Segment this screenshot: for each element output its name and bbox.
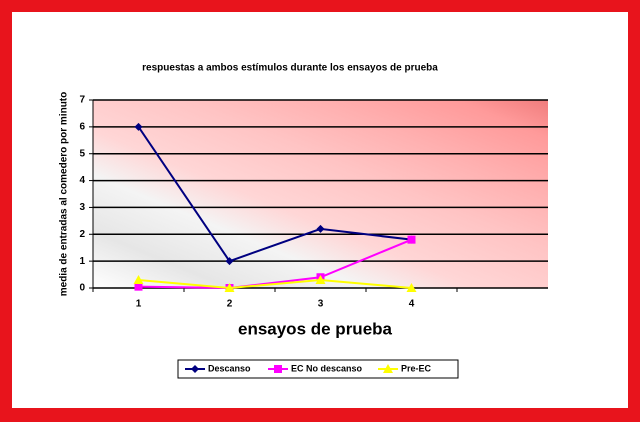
x-tick-label: 3 [318, 299, 324, 310]
legend-marker [383, 364, 393, 373]
legend-label: Descanso [208, 363, 251, 373]
data-point [133, 274, 144, 284]
data-point [406, 283, 417, 292]
y-tick-label: 7 [79, 95, 85, 106]
data-point [315, 274, 326, 284]
legend-label: Pre-EC [401, 363, 432, 373]
y-tick-label: 5 [79, 148, 85, 159]
x-tick-label: 4 [409, 299, 415, 310]
y-tick-label: 6 [79, 121, 85, 132]
series-line [138, 238, 412, 290]
data-point [224, 283, 235, 292]
y-tick-label: 0 [79, 283, 85, 294]
plot-area [93, 100, 548, 288]
data-point [134, 282, 143, 291]
series-line [138, 278, 412, 290]
legend-marker [191, 365, 199, 373]
y-tick-label: 2 [79, 229, 85, 240]
legend-marker [274, 365, 282, 373]
x-axis-label: ensayos de prueba [238, 319, 393, 338]
data-point [134, 122, 143, 131]
data-point [225, 257, 234, 266]
legend-label: EC No descanso [291, 363, 363, 373]
series-line [137, 126, 412, 263]
chart-title: respuestas a ambos estímulos durante los… [142, 63, 438, 74]
data-point [407, 235, 416, 244]
x-tick-label: 1 [136, 299, 142, 310]
y-tick-label: 3 [79, 202, 85, 213]
data-point [316, 224, 325, 233]
y-tick-label: 1 [79, 256, 85, 267]
y-tick-label: 4 [79, 175, 85, 186]
y-axis-label: media de entradas al comedero por minuto [59, 92, 70, 297]
x-tick-label: 2 [227, 299, 233, 310]
